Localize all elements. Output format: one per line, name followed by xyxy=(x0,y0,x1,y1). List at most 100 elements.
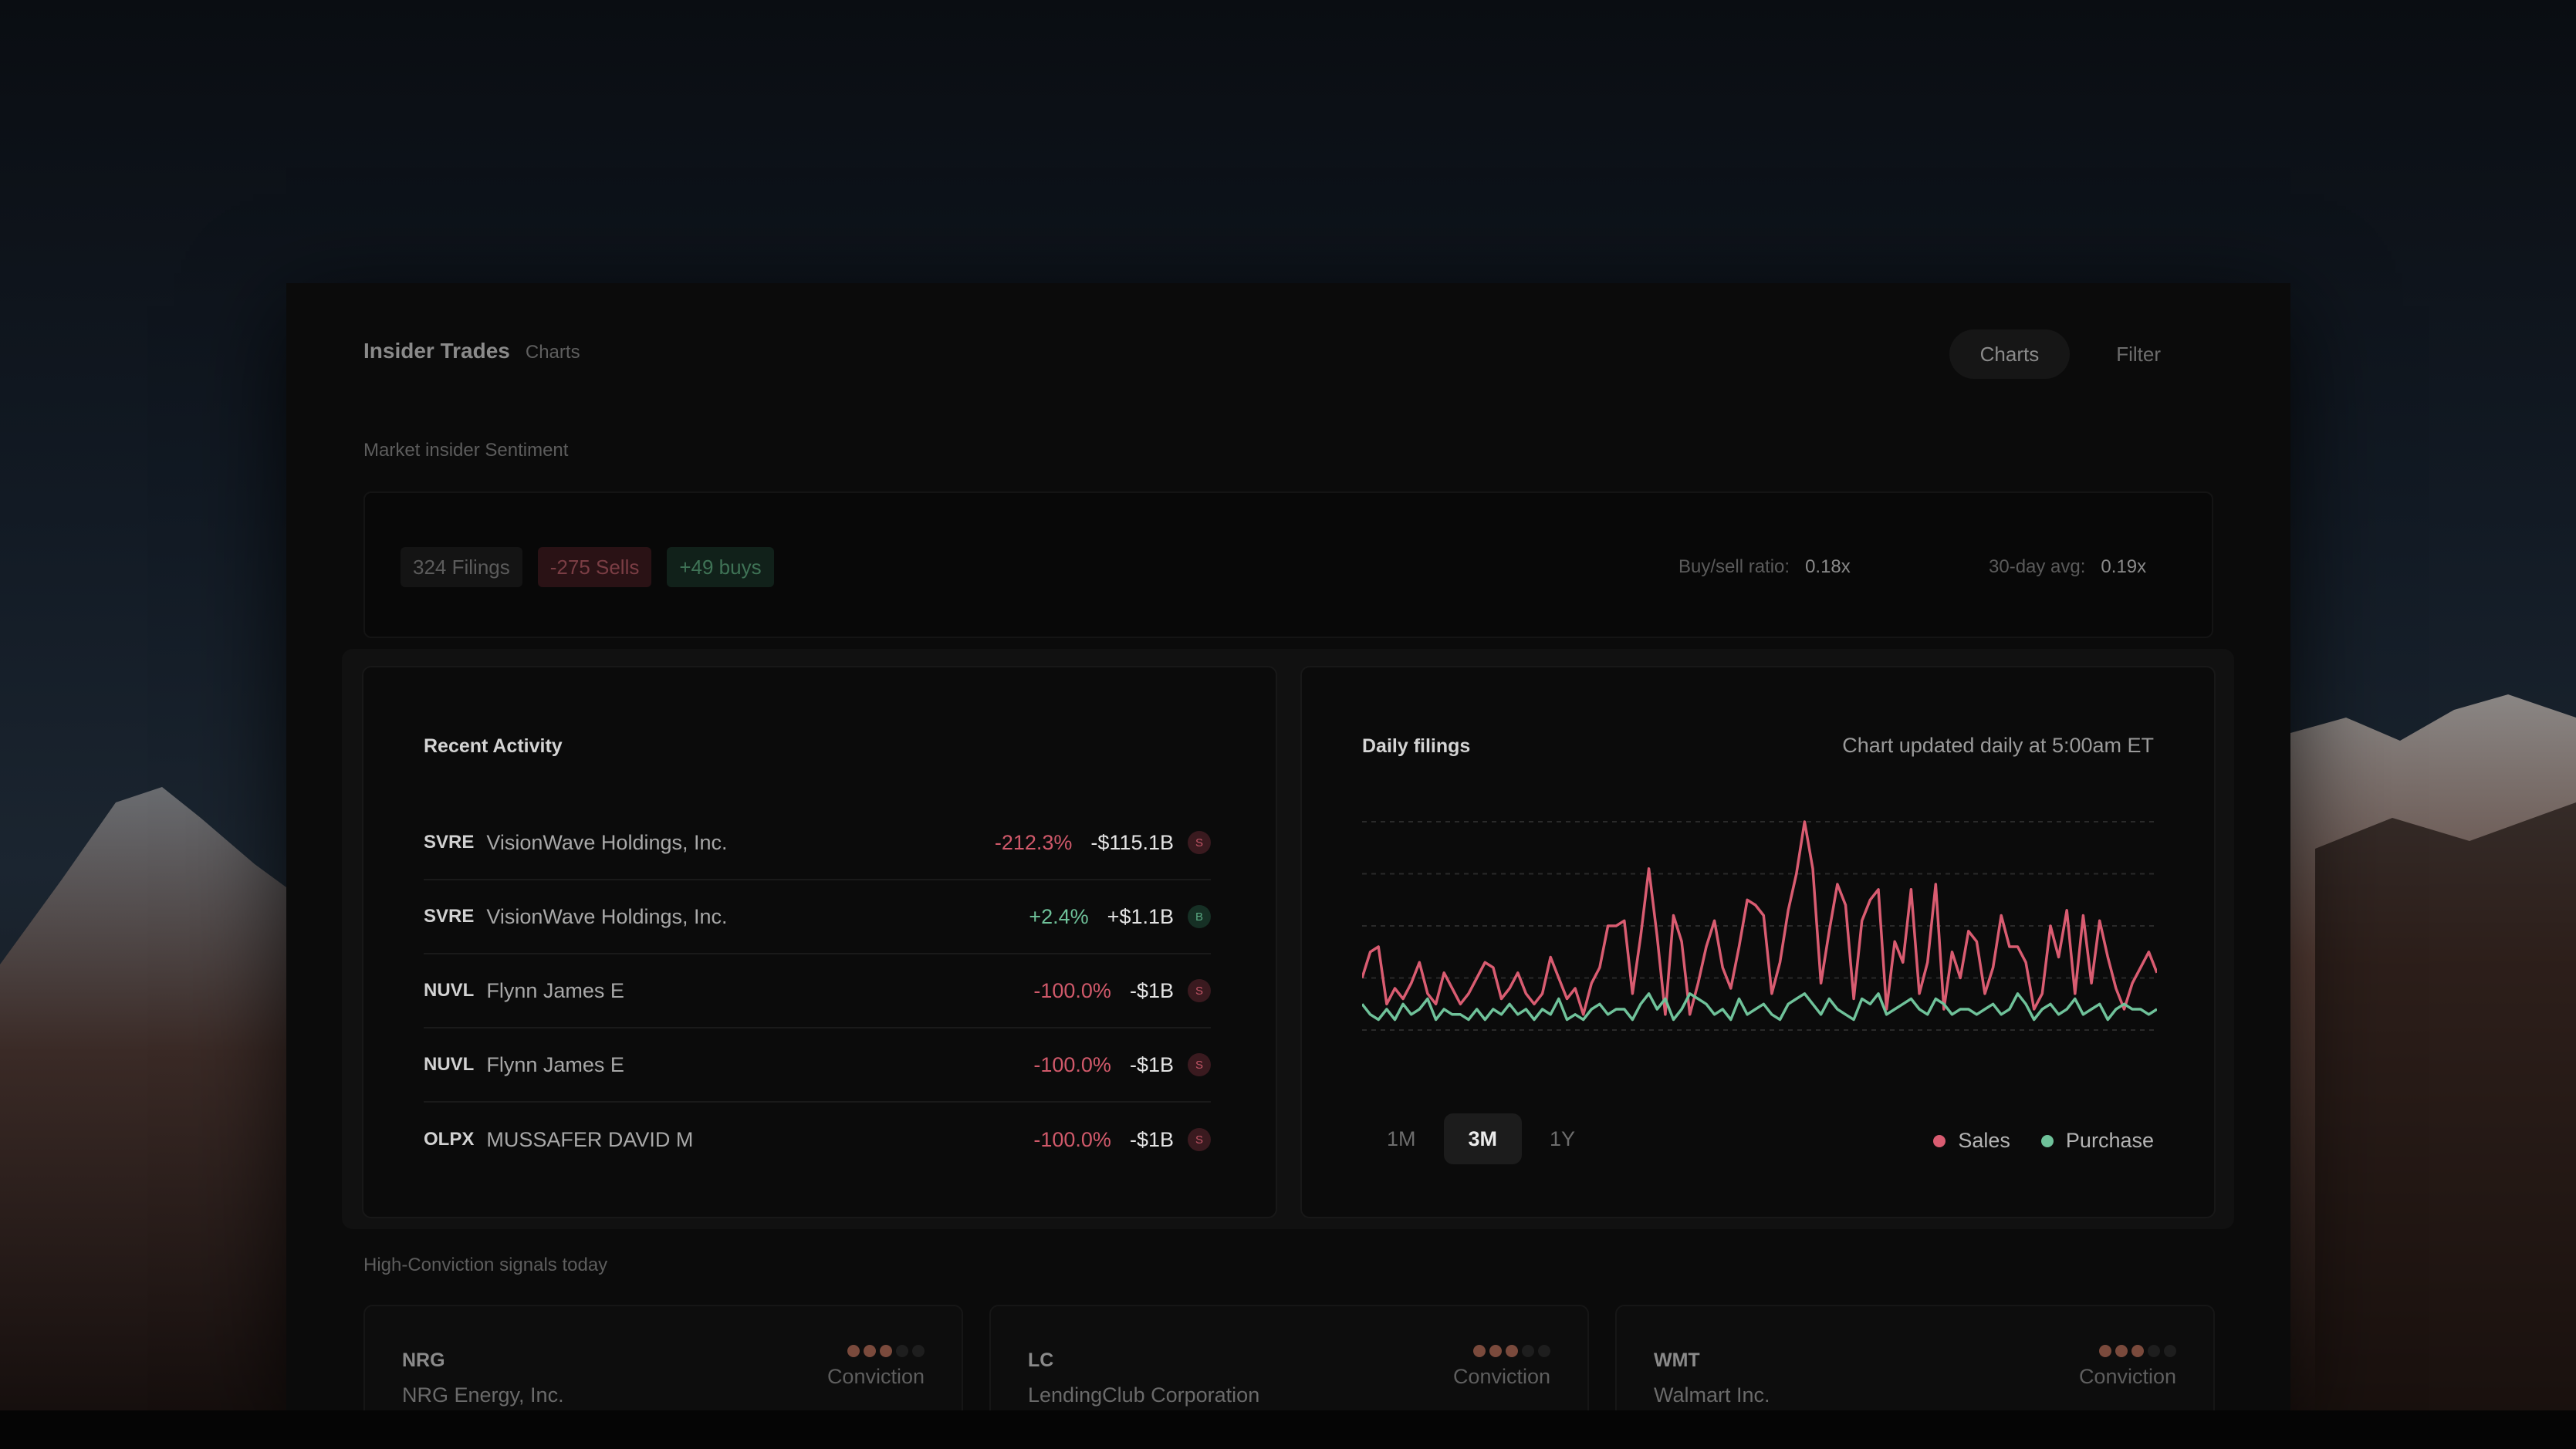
activity-name: Flynn James E xyxy=(486,978,624,1002)
range-tab-1y[interactable]: 1Y xyxy=(1550,1126,1576,1150)
legend-purchase: Purchase xyxy=(2040,1129,2154,1153)
signal-company-name: NRG Energy, Inc. xyxy=(402,1383,564,1407)
activity-row[interactable]: NUVL Flynn James E -100.0% -$1B S xyxy=(424,954,1211,1028)
signal-card[interactable]: WMT Walmart Inc. Conviction xyxy=(1615,1305,2215,1410)
activity-ticker: NUVL xyxy=(424,980,475,1001)
bottom-bar xyxy=(0,1410,2576,1449)
signal-company-name: LendingClub Corporation xyxy=(1028,1383,1260,1407)
charts-button[interactable]: Charts xyxy=(1949,329,2071,379)
activity-row[interactable]: NUVL Flynn James E -100.0% -$1B S xyxy=(424,1028,1211,1103)
conviction-dots xyxy=(1473,1345,1550,1357)
signal-ticker: LC xyxy=(1028,1349,1054,1371)
recent-activity-list: SVRE VisionWave Holdings, Inc. -212.3% -… xyxy=(424,806,1211,1177)
activity-amount: -$1B xyxy=(1129,1127,1174,1151)
conviction-label: Conviction xyxy=(827,1365,925,1388)
activity-percent: -100.0% xyxy=(1033,1052,1111,1076)
signal-ticker: NRG xyxy=(402,1349,445,1371)
sell-type-badge: S xyxy=(1188,979,1211,1002)
conviction-dot-icon xyxy=(880,1345,892,1357)
conviction-dot-icon xyxy=(2148,1345,2160,1357)
conviction-dot-icon xyxy=(896,1345,908,1357)
chart-legend: Sales Purchase xyxy=(1933,1129,2154,1153)
conviction-dot-icon xyxy=(2164,1345,2176,1357)
daily-filings-title: Daily filings xyxy=(1362,735,1471,757)
conviction-dot-icon xyxy=(2099,1345,2111,1357)
buys-count-badge: +49 buys xyxy=(667,547,774,587)
activity-amount: -$1B xyxy=(1129,978,1174,1002)
signal-card[interactable]: LC LendingClub Corporation Conviction xyxy=(989,1305,1589,1410)
chart-update-note: Chart updated daily at 5:00am ET xyxy=(1842,734,2154,757)
purchase-series-line xyxy=(1362,992,2157,1022)
page-subtitle: Charts xyxy=(525,342,580,363)
activity-ticker: NUVL xyxy=(424,1054,475,1075)
sell-type-badge: S xyxy=(1188,831,1211,854)
page-title: Insider Trades xyxy=(363,339,510,363)
conviction-dot-icon xyxy=(847,1345,860,1357)
activity-percent: -212.3% xyxy=(994,830,1073,854)
sentiment-panel: 324 Filings -275 Sells +49 buys Buy/sell… xyxy=(363,491,2213,638)
filings-count-badge: 324 Filings xyxy=(401,547,522,587)
filter-button[interactable]: Filter xyxy=(2116,342,2161,366)
activity-name: MUSSAFER DAVID M xyxy=(486,1127,694,1151)
purchase-dot-icon xyxy=(2040,1134,2054,1147)
signal-company-name: Walmart Inc. xyxy=(1654,1383,1770,1407)
recent-activity-title: Recent Activity xyxy=(424,735,563,757)
activity-and-chart-section: Recent Activity SVRE VisionWave Holdings… xyxy=(342,649,2234,1229)
conviction-dot-icon xyxy=(1522,1345,1534,1357)
signal-card[interactable]: NRG NRG Energy, Inc. Conviction xyxy=(363,1305,963,1410)
conviction-dot-icon xyxy=(1538,1345,1550,1357)
activity-name: VisionWave Holdings, Inc. xyxy=(486,904,728,928)
legend-sales-label: Sales xyxy=(1958,1129,2010,1152)
conviction-dot-icon xyxy=(912,1345,925,1357)
signal-ticker: WMT xyxy=(1654,1349,1700,1371)
sales-series-line xyxy=(1362,820,2157,1016)
activity-name: Flynn James E xyxy=(486,1052,624,1076)
thirty-day-avg-label: 30-day avg: xyxy=(1989,556,2086,577)
sales-dot-icon xyxy=(1933,1134,1946,1147)
activity-percent: +2.4% xyxy=(1029,904,1089,928)
activity-percent: -100.0% xyxy=(1033,1127,1111,1151)
thirty-day-avg-value: 0.19x xyxy=(2101,556,2147,577)
conviction-dots xyxy=(847,1345,925,1357)
range-tab-1m[interactable]: 1M xyxy=(1387,1126,1416,1150)
sentiment-chips: 324 Filings -275 Sells +49 buys xyxy=(401,547,774,587)
activity-row[interactable]: OLPX MUSSAFER DAVID M -100.0% -$1B S xyxy=(424,1103,1211,1177)
activity-ticker: OLPX xyxy=(424,1129,475,1150)
conviction-dot-icon xyxy=(1489,1345,1502,1357)
sell-type-badge: S xyxy=(1188,1053,1211,1076)
signals-cards: NRG NRG Energy, Inc. Conviction LC Lendi… xyxy=(363,1305,2215,1410)
conviction-label: Conviction xyxy=(2078,1365,2176,1388)
conviction-dot-icon xyxy=(2115,1345,2128,1357)
conviction-dot-icon xyxy=(1506,1345,1518,1357)
activity-ticker: SVRE xyxy=(424,832,475,853)
header-title-group: Insider Trades Charts xyxy=(363,339,580,363)
activity-amount: +$1.1B xyxy=(1107,904,1174,928)
sentiment-section-label: Market insider Sentiment xyxy=(363,440,569,461)
buy-sell-ratio-label: Buy/sell ratio: xyxy=(1678,556,1790,577)
conviction-dot-icon xyxy=(2131,1345,2144,1357)
activity-amount: -$1B xyxy=(1129,1052,1174,1076)
legend-sales: Sales xyxy=(1933,1129,2010,1153)
sell-type-badge: S xyxy=(1188,1128,1211,1151)
sells-count-badge: -275 Sells xyxy=(537,547,652,587)
conviction-dot-icon xyxy=(864,1345,876,1357)
activity-ticker: SVRE xyxy=(424,906,475,927)
conviction-dot-icon xyxy=(1473,1345,1486,1357)
activity-percent: -100.0% xyxy=(1033,978,1111,1002)
activity-amount: -$115.1B xyxy=(1090,830,1174,854)
recent-activity-panel: Recent Activity SVRE VisionWave Holdings… xyxy=(362,666,1277,1218)
insider-trades-window: Insider Trades Charts Charts Filter Mark… xyxy=(286,283,2290,1410)
activity-name: VisionWave Holdings, Inc. xyxy=(486,830,728,854)
buy-sell-ratio-value: 0.18x xyxy=(1805,556,1851,577)
thirty-day-avg: 30-day avg: 0.19x xyxy=(1989,556,2146,578)
activity-row[interactable]: SVRE VisionWave Holdings, Inc. +2.4% +$1… xyxy=(424,880,1211,954)
buy-type-badge: B xyxy=(1188,905,1211,928)
buy-sell-ratio: Buy/sell ratio: 0.18x xyxy=(1678,556,1851,578)
range-tab-3m[interactable]: 3M xyxy=(1443,1113,1523,1164)
activity-row[interactable]: SVRE VisionWave Holdings, Inc. -212.3% -… xyxy=(424,806,1211,880)
daily-filings-chart xyxy=(1362,820,2157,1031)
range-tabs: 1M 3M 1Y xyxy=(1362,1113,1600,1164)
conviction-dots xyxy=(2099,1345,2176,1357)
conviction-label: Conviction xyxy=(1452,1365,1550,1388)
legend-purchase-label: Purchase xyxy=(2065,1129,2154,1152)
